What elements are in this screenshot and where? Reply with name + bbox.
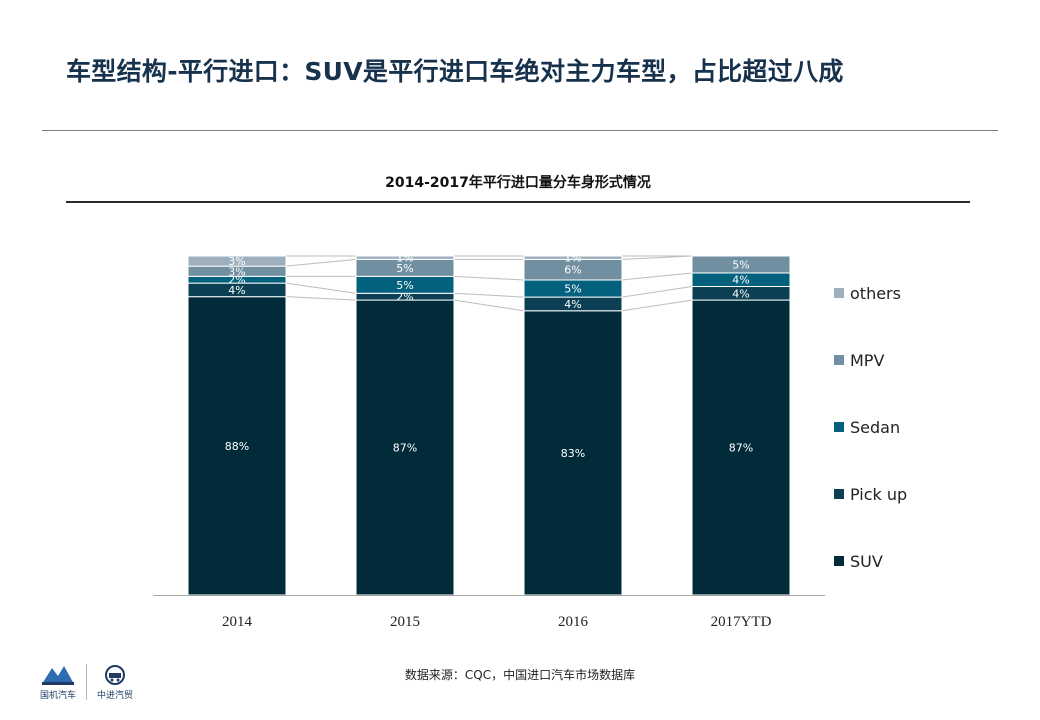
logo-divider (86, 664, 88, 700)
logo-left-text: 国机汽车 (40, 691, 77, 701)
chart-title-divider (66, 201, 970, 203)
connector-line (453, 275, 525, 281)
connector-line (285, 258, 357, 267)
data-label: 4% (732, 274, 749, 287)
legend-label: SUV (850, 551, 883, 571)
circle-emblem-icon (105, 665, 126, 685)
legend-swatch (834, 489, 844, 499)
legend-label: MPV (850, 350, 885, 370)
data-label: 4% (564, 298, 581, 311)
legend-item-sedan: Sedan (834, 416, 900, 438)
legend-label: Pick up (850, 484, 908, 504)
data-label: 5% (396, 279, 413, 292)
legend-item-suv: SUV (834, 550, 883, 572)
data-label: 87% (393, 442, 417, 455)
connector-line (621, 255, 693, 260)
bar-segment-others-2015 (355, 255, 455, 260)
legend-item-pick-up: Pick up (834, 483, 907, 505)
data-label: 2% (396, 291, 413, 304)
data-label: 6% (564, 264, 581, 277)
logo-right-text: 中进汽贸 (97, 691, 134, 701)
data-label: 1% (396, 252, 413, 265)
title-divider (42, 130, 998, 131)
x-tick-label: 2016 (558, 614, 589, 630)
data-label: 3% (228, 255, 245, 268)
x-tick-label: 2014 (222, 614, 253, 630)
data-label: 5% (396, 262, 413, 275)
data-label: 5% (564, 283, 581, 296)
legend-swatch (834, 355, 844, 365)
mountain-logo-icon (42, 666, 74, 685)
data-label: 4% (732, 287, 749, 300)
legend-swatch (834, 422, 844, 432)
bar-segment-suv-2017ytd (691, 299, 791, 596)
connector-line (621, 299, 693, 312)
data-label: 87% (729, 442, 753, 455)
x-tick-label: 2015 (390, 614, 420, 630)
connector-line (285, 282, 357, 294)
connector-line (453, 292, 525, 298)
connector-line (453, 299, 525, 312)
legend-swatch (834, 556, 844, 566)
bar-segment-others-2014 (187, 255, 287, 267)
page-title: 车型结构-平行进口：SUV是平行进口车绝对主力车型，占比超过八成 (66, 57, 844, 86)
data-label: 5% (732, 258, 749, 271)
data-label: 3% (228, 265, 245, 278)
legend-item-others: others (834, 282, 901, 304)
bar-segment-others-2016 (523, 255, 623, 260)
connector-line (285, 296, 357, 301)
connector-line (621, 286, 693, 298)
legend-label: others (850, 283, 901, 303)
legend-swatch (834, 288, 844, 298)
x-tick-label: 2017YTD (711, 614, 772, 630)
data-label: 1% (564, 252, 581, 265)
data-label: 2% (228, 274, 245, 287)
data-label: 88% (225, 440, 249, 453)
data-source-note: 数据来源：CQC，中国进口汽车市场数据库 (404, 668, 636, 682)
connector-line (621, 272, 693, 281)
data-label: 4% (228, 284, 245, 297)
data-label: 83% (561, 447, 585, 460)
chart-title: 2014-2017年平行进口量分车身形式情况 (385, 175, 651, 191)
legend-item-mpv: MPV (834, 349, 884, 371)
bar-segment-mpv-2017ytd (691, 255, 791, 274)
zhongjin-logo: 中进汽贸 (97, 664, 133, 701)
footer-logos: 国机汽车 中进汽贸 (40, 664, 133, 704)
legend-label: Sedan (850, 417, 901, 437)
guoji-auto-logo: 国机汽车 (40, 664, 76, 701)
